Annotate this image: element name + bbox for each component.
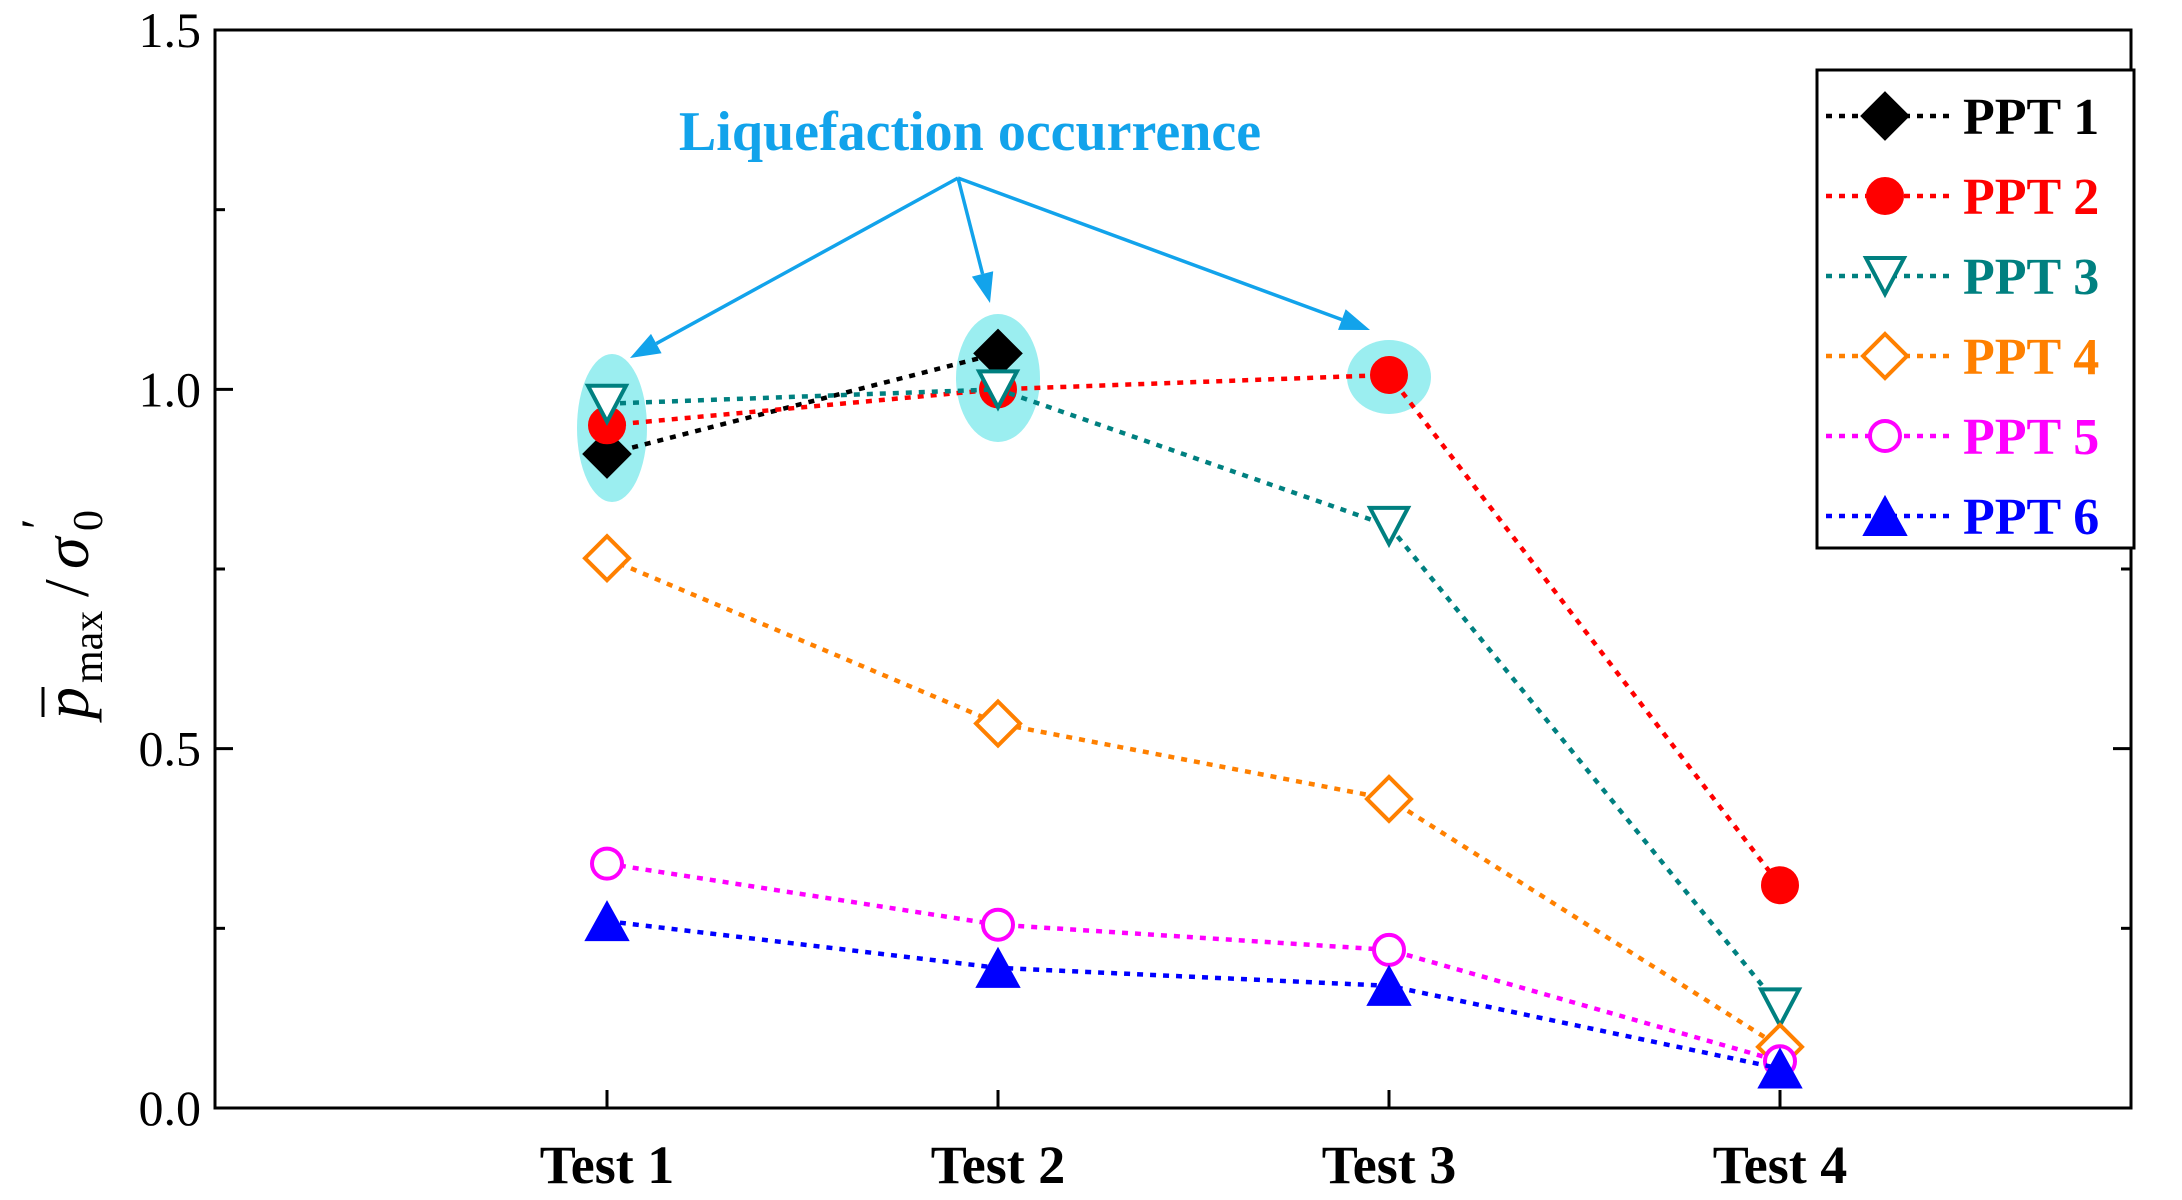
ppt-5-series	[590, 846, 1797, 1079]
legend-label-ppt-5: PPT 5	[1963, 409, 2099, 466]
annotation-arrow-2	[956, 177, 985, 275]
ppt-1-point-1	[582, 429, 632, 479]
legend-label-ppt-4: PPT 4	[1963, 329, 2099, 386]
x-tick-label-4: Test 4	[1713, 1135, 1848, 1195]
axes: 0.0 0.5 1.0 1.5 Test 1 Test 2 Test 3 Test 4	[139, 2, 2131, 1195]
legend-marker-ppt-4	[1860, 331, 1910, 381]
legend-label-ppt-6: PPT 6	[1963, 489, 2099, 546]
legend-marker-ppt-3	[1862, 256, 1908, 299]
ppt-6-point-2	[975, 946, 1021, 988]
annotation-arrowhead-2	[971, 271, 994, 303]
annotation-arrowhead-3	[1338, 309, 1370, 330]
ppt-3-point-3	[1366, 505, 1412, 549]
legend-marker-ppt-2	[1866, 177, 1904, 215]
ppt-4-point-1	[582, 533, 632, 584]
ppt-6-series	[584, 900, 1803, 1089]
annotation-arrow-1	[655, 176, 959, 346]
y-label-sub: max	[66, 611, 112, 683]
x-tick-label-1: Test 1	[540, 1135, 675, 1195]
y-tick-label-4: 1.5	[139, 2, 202, 58]
ppt-4-point-3	[1364, 774, 1414, 824]
ppt-2-point-3	[1370, 355, 1408, 394]
annotation-text: Liquefaction occurrence	[679, 101, 1261, 163]
y-label-slash: /	[31, 579, 102, 597]
ppt-1-line	[606, 351, 999, 457]
ppt-3-point-4	[1757, 987, 1803, 1030]
ppt-5-line	[606, 861, 1781, 1064]
annotation-arrow-3	[957, 176, 1343, 322]
annotation-arrowhead-1	[630, 333, 662, 358]
ppt-4-series	[582, 533, 1805, 1072]
ppt-3-point-1	[584, 383, 630, 426]
annotation: Liquefaction occurrence	[630, 101, 1370, 358]
y-label-prime: ′	[12, 519, 65, 530]
legend-box	[1815, 68, 2136, 550]
ppt-4-point-2	[973, 698, 1023, 749]
ppt-6-line	[606, 918, 1781, 1071]
ppt-5-point-3	[1372, 932, 1406, 967]
legend-label-ppt-2: PPT 2	[1963, 169, 2099, 226]
ppt-2-point-4	[1761, 866, 1799, 905]
y-label-denom: σ	[31, 535, 102, 569]
y-tick-label-2: 0.5	[139, 721, 202, 777]
ppt-2-series	[588, 355, 1799, 905]
ppt-2-line	[606, 372, 1782, 887]
ppt-3-series	[584, 369, 1803, 1030]
ppt-3-point-2	[975, 369, 1021, 412]
ppt-6-point-1	[584, 900, 630, 942]
ppt-6-point-3	[1366, 964, 1412, 1006]
ppt-5-point-1	[590, 846, 624, 881]
y-label-denom-sub: 0	[66, 510, 112, 531]
y-tick-label-3: 1.0	[139, 361, 202, 417]
legend-marker-ppt-6	[1862, 494, 1908, 536]
ppt-6-point-4	[1757, 1047, 1803, 1089]
legend-label-ppt-3: PPT 3	[1963, 249, 2099, 306]
y-tick-label-1: 0.0	[139, 1080, 202, 1136]
series-layer	[582, 328, 1805, 1089]
x-tick-label-3: Test 3	[1322, 1135, 1457, 1195]
legend-label-ppt-1: PPT 1	[1963, 89, 2099, 146]
ppt-3-line	[606, 387, 1782, 1009]
ppt-5-point-2	[981, 907, 1015, 942]
legend: PPT 1 PPT 2 PPT 3 PPT 4 PPT 5 PPT 6	[1815, 68, 2136, 550]
ppt-4-line	[606, 556, 1782, 1049]
legend-marker-ppt-5	[1868, 419, 1902, 453]
x-tick-label-2: Test 2	[931, 1135, 1066, 1195]
legend-marker-ppt-1	[1860, 91, 1910, 141]
